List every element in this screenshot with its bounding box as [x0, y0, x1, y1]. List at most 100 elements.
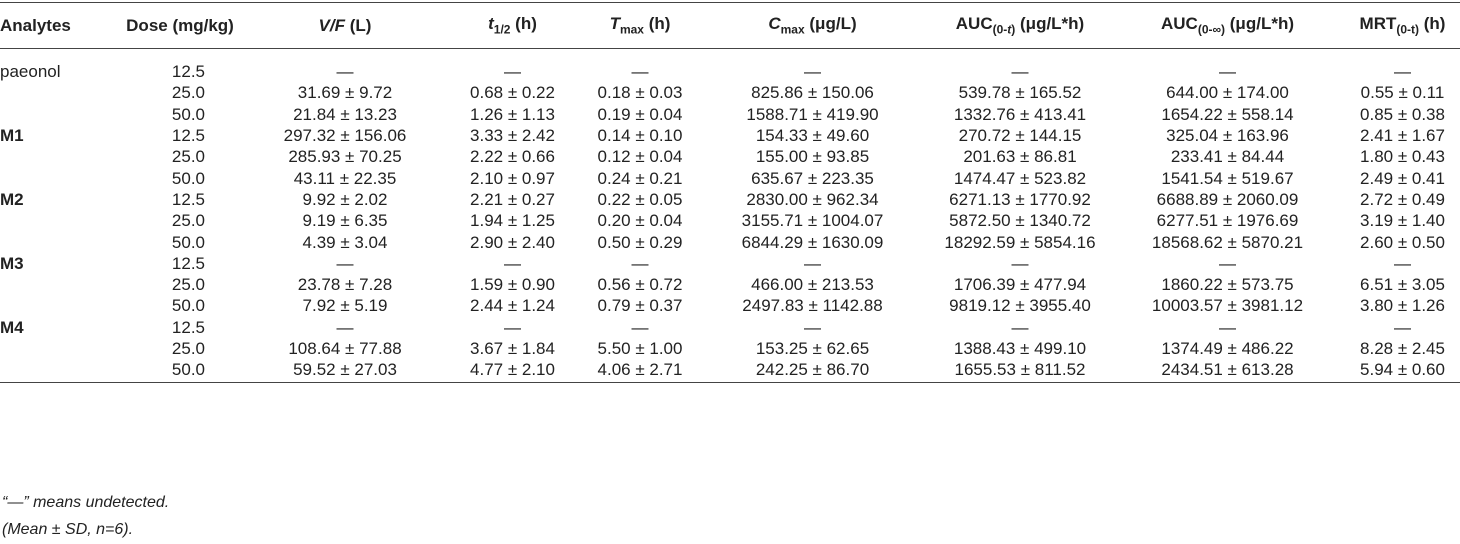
header-text: (h) — [510, 14, 537, 34]
value-cell: 644.00 ± 174.00 — [1166, 83, 1289, 103]
value-cell: 1655.53 ± 811.52 — [954, 360, 1086, 380]
value-cell: 3155.71 ± 1004.07 — [741, 211, 884, 231]
table-row: 50.0 7.92 ± 5.19 2.44 ± 1.24 0.79 ± 0.37 249… — [0, 295, 1460, 316]
dose-cell: 12.5 — [171, 253, 205, 273]
header-text: (μg/L*h) — [1225, 14, 1294, 34]
value-cell: — — [631, 62, 649, 82]
value-cell: 9819.12 ± 3955.40 — [949, 296, 1091, 316]
dose-cell: 25.0 — [171, 275, 205, 295]
dose-cell: 25.0 — [171, 83, 205, 103]
value-cell: 201.63 ± 86.81 — [963, 147, 1077, 167]
analyte-cell — [0, 104, 110, 125]
dose-cell: 50.0 — [171, 168, 205, 188]
header-subscript: 1/2 — [493, 22, 511, 37]
header-text: Analytes — [0, 15, 71, 35]
dose-cell: 25.0 — [171, 211, 205, 231]
value-cell: — — [804, 62, 821, 82]
dose-cell: 25.0 — [171, 147, 205, 167]
data-table: Analytes Dose (mg/kg) V/F (L) t1/2 (h) T… — [0, 2, 1460, 383]
value-cell: 242.25 ± 86.70 — [755, 360, 870, 380]
header-text: AUC — [955, 14, 993, 34]
value-cell: 1.94 ± 1.25 — [470, 211, 555, 231]
dose-cell: 25.0 — [171, 339, 205, 358]
header-cell: t1/2 (h) — [440, 3, 585, 49]
dose-cell: 12.5 — [171, 62, 205, 82]
table-row: 25.0 108.64 ± 77.88 3.67 ± 1.84 5.50 ± 1.00… — [0, 338, 1460, 359]
value-cell: 539.78 ± 165.52 — [958, 83, 1082, 103]
value-cell: 270.72 ± 144.15 — [958, 126, 1082, 146]
value-cell: 2.10 ± 0.97 — [470, 168, 555, 188]
value-cell: 5.50 ± 1.00 — [597, 339, 683, 358]
header-text: T — [609, 14, 620, 34]
value-cell: 0.19 ± 0.04 — [597, 104, 683, 124]
value-cell: 825.86 ± 150.06 — [751, 83, 874, 103]
value-cell: — — [631, 317, 649, 337]
dose-cell: 50.0 — [171, 232, 205, 252]
value-cell: 1.59 ± 0.90 — [470, 275, 555, 295]
value-cell: 154.33 ± 49.60 — [755, 126, 870, 146]
value-cell: 23.78 ± 7.28 — [297, 275, 393, 295]
value-cell: 0.56 ± 0.72 — [597, 275, 683, 295]
header-text: (μg/L*h) — [1015, 14, 1085, 34]
analyte-cell: M2 — [0, 189, 24, 209]
value-cell: 2.44 ± 1.24 — [470, 296, 555, 316]
value-cell: 4.06 ± 2.71 — [597, 360, 683, 380]
value-cell: 297.32 ± 156.06 — [283, 126, 407, 146]
dose-cell: 12.5 — [171, 317, 205, 337]
header-text: t — [488, 14, 494, 34]
table-row: M4 12.5 — — — — — — — — [0, 317, 1460, 338]
value-cell: 6844.29 ± 1630.09 — [741, 232, 884, 252]
table-row: 50.0 43.11 ± 22.35 2.10 ± 0.97 0.24 ± 0.21 6… — [0, 167, 1460, 188]
analyte-cell — [0, 146, 110, 167]
value-cell: 635.67 ± 223.35 — [751, 168, 874, 188]
value-cell: 3.80 ± 1.26 — [1360, 296, 1445, 316]
footnote: “—” means undetected. — [2, 494, 170, 511]
header-cell: AUC(0-t) (μg/L*h) — [930, 3, 1110, 49]
analyte-cell — [0, 82, 110, 103]
value-cell: 1374.49 ± 486.22 — [1161, 339, 1294, 358]
header-text: (h) — [643, 14, 671, 34]
value-cell: 0.20 ± 0.04 — [597, 211, 683, 231]
table-row: 25.0 31.69 ± 9.72 0.68 ± 0.22 0.18 ± 0.03 82… — [0, 82, 1460, 103]
table-row: 50.0 4.39 ± 3.04 2.90 ± 2.40 0.50 ± 0.29 684… — [0, 231, 1460, 252]
header-subscript: (0-t) — [1396, 22, 1420, 37]
value-cell: — — [1011, 317, 1029, 337]
table-row: 25.0 285.93 ± 70.25 2.22 ± 0.66 0.12 ± 0.04… — [0, 146, 1460, 167]
dose-cell: 50.0 — [171, 104, 205, 124]
table-body: paeonol 12.5 — — — — — — — 25.0 31.69 ± 9.72 0.68 ±… — [0, 49, 1460, 383]
value-cell: 18292.59 ± 5854.16 — [944, 232, 1096, 252]
header-cell: AUC(0-∞) (μg/L*h) — [1110, 3, 1345, 49]
analyte-cell — [0, 338, 110, 359]
table-row: M3 12.5 — — — — — — — — [0, 253, 1460, 274]
value-cell: — — [336, 62, 354, 82]
header-subscript: (0-t) — [993, 23, 1016, 37]
value-cell: 0.79 ± 0.37 — [597, 296, 683, 316]
value-cell: — — [504, 317, 521, 337]
header-subscript: max — [780, 22, 805, 37]
value-cell: 108.64 ± 77.88 — [288, 339, 402, 358]
header-subscript: ) — [1011, 22, 1016, 37]
value-cell: — — [1394, 317, 1411, 337]
value-cell: 155.00 ± 93.85 — [755, 147, 870, 167]
header-text: MRT — [1359, 14, 1397, 34]
table-row: 50.0 59.52 ± 27.03 4.77 ± 2.10 4.06 ± 2.71 2… — [0, 359, 1460, 383]
header-cell: Tmax (h) — [585, 3, 695, 49]
value-cell: 6271.13 ± 1770.92 — [949, 189, 1091, 209]
value-cell: 2434.51 ± 613.28 — [1161, 360, 1294, 380]
value-cell: — — [504, 62, 521, 82]
header-cell: V/F (L) — [250, 3, 440, 49]
analyte-cell: M4 — [0, 317, 24, 337]
value-cell: 8.28 ± 2.45 — [1360, 339, 1445, 358]
value-cell: 0.12 ± 0.04 — [597, 147, 683, 167]
header-cell: Dose (mg/kg) — [110, 3, 250, 49]
analyte-cell: M3 — [0, 253, 24, 273]
value-cell: 2.41 ± 1.67 — [1360, 126, 1445, 146]
value-cell: — — [1219, 317, 1236, 337]
table-row: 50.0 21.84 ± 13.23 1.26 ± 1.13 0.19 ± 0.04 1… — [0, 104, 1460, 125]
value-cell: 0.22 ± 0.05 — [597, 189, 683, 209]
value-cell: 3.33 ± 2.42 — [470, 126, 555, 146]
value-cell: 5872.50 ± 1340.72 — [949, 211, 1091, 231]
value-cell: 2.60 ± 0.50 — [1360, 232, 1445, 252]
header-text: (μg/L) — [804, 14, 857, 34]
